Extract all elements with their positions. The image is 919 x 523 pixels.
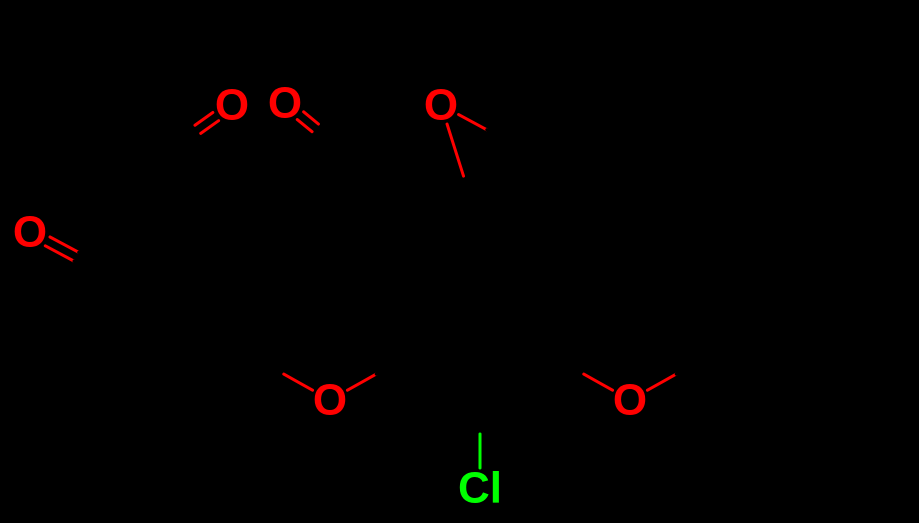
atom-label-o: O xyxy=(424,81,458,130)
atom-label-o: O xyxy=(613,376,647,425)
atom-label-o: O xyxy=(215,81,249,130)
atom-label-o: O xyxy=(13,208,47,257)
atom-label-cl: Cl xyxy=(458,464,502,513)
atom-label-o: O xyxy=(313,376,347,425)
molecule-diagram: OOOOClOO xyxy=(0,0,919,523)
atom-label-o: O xyxy=(268,79,302,128)
